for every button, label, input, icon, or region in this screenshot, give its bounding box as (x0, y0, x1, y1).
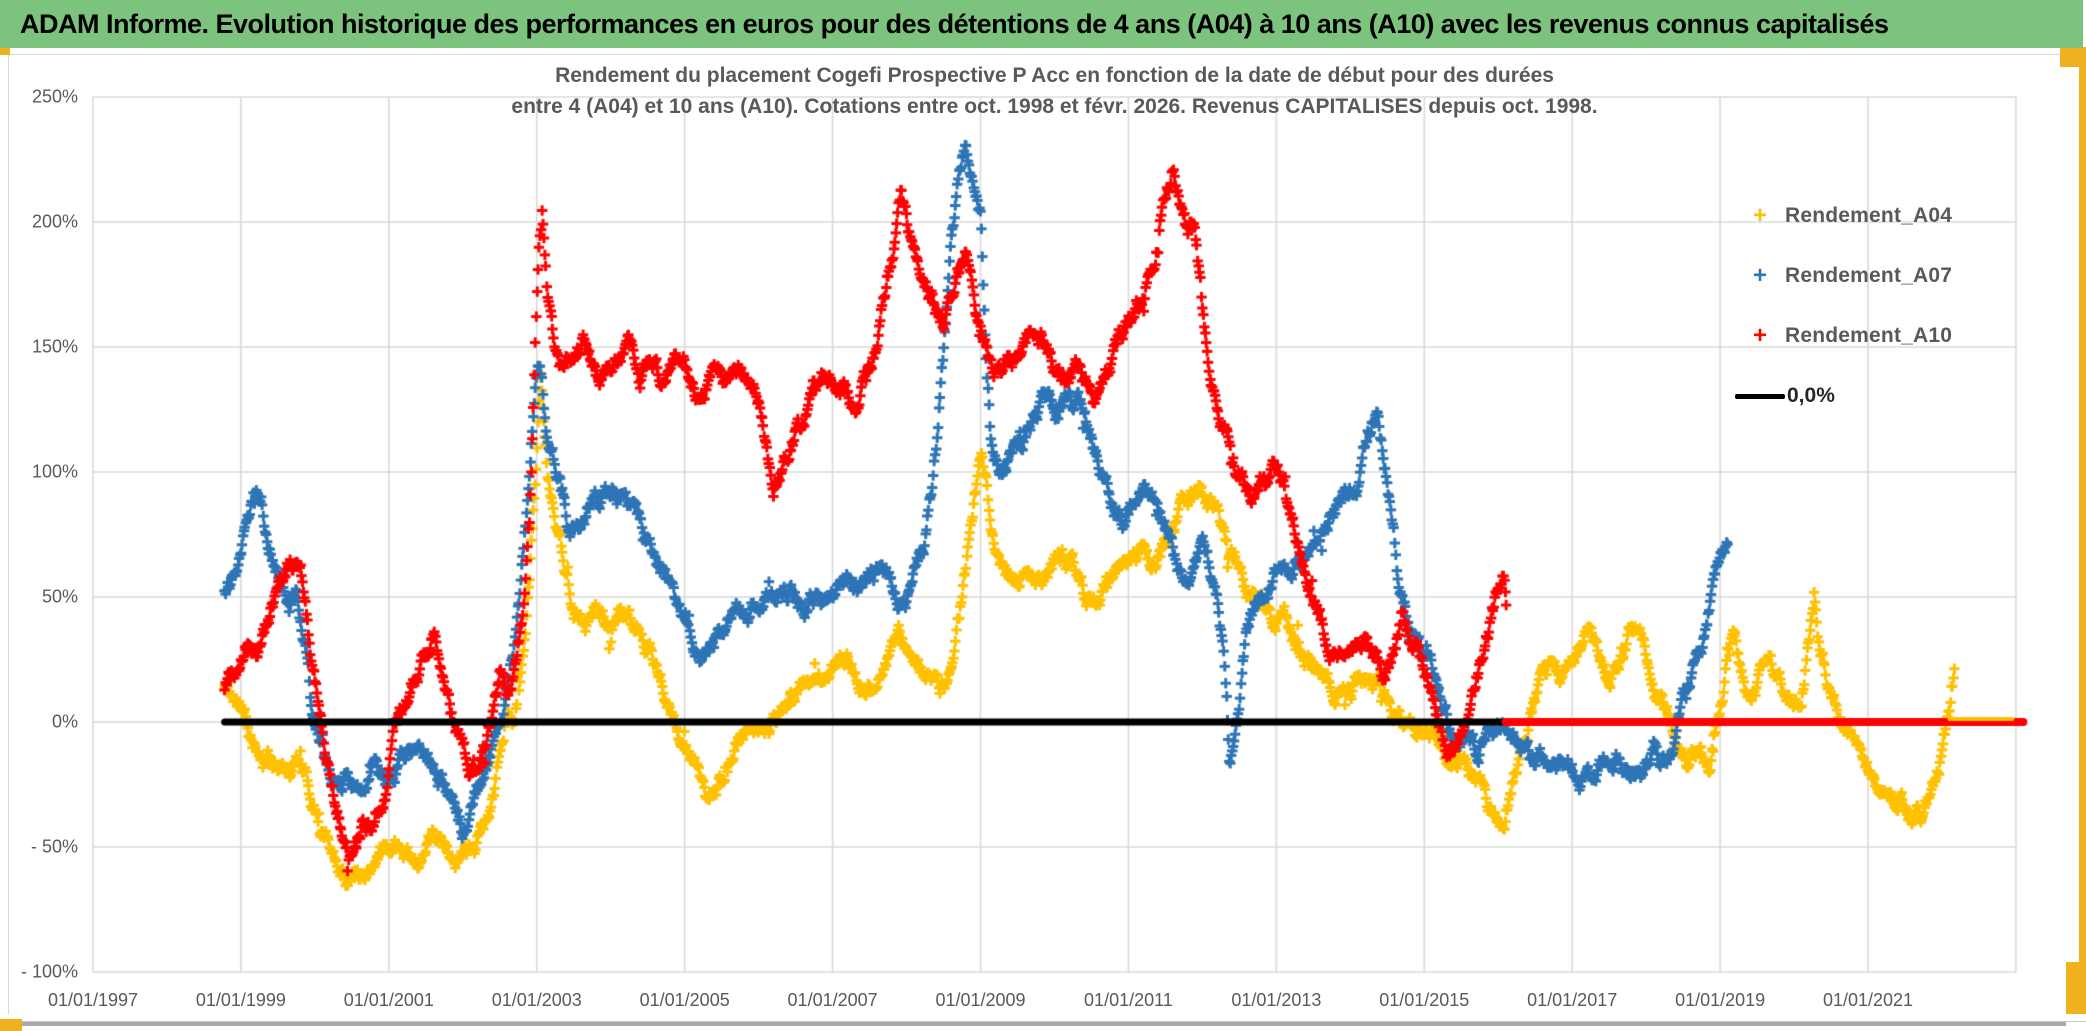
legend-item-rendement-a10[interactable]: + Rendement_A10 (1735, 306, 1952, 366)
chart-title-line2: entre 4 (A04) et 10 ans (A10). Cotations… (511, 95, 1598, 118)
legend-item-rendement-a07[interactable]: + Rendement_A07 (1735, 246, 1952, 306)
x-axis-tick-label: 01/01/2005 (639, 990, 730, 1010)
bottom-status-strip (0, 1014, 2086, 1031)
window-title-bar: ADAM Informe. Evolution historique des p… (0, 0, 2083, 48)
left-accent-notch (0, 47, 10, 55)
x-axis-tick-label: 01/01/2001 (343, 990, 434, 1010)
plus-marker-icon: + (1752, 262, 1767, 289)
bottom-left-accent (0, 1019, 22, 1031)
page-title: ADAM Informe. Evolution historique des p… (20, 8, 1889, 39)
right-accent-strip (2079, 47, 2086, 1025)
x-axis-tick-label: 01/01/1997 (47, 990, 139, 1010)
x-axis-tick-label: 01/01/2011 (1084, 990, 1173, 1010)
zero-line-swatch-icon (1735, 393, 1785, 399)
bottom-right-accent (2066, 962, 2086, 1024)
x-axis-tick-label: 01/01/2021 (1822, 990, 1914, 1010)
x-axis-tick-label: 01/01/1999 (195, 990, 286, 1010)
x-axis-tick-label: 01/01/2007 (787, 990, 878, 1010)
x-axis-tick-label: 01/01/2013 (1231, 990, 1322, 1010)
plus-marker-icon: + (1752, 202, 1767, 229)
legend-label: 0,0% (1787, 384, 1835, 407)
y-axis-tick-label: 150% (31, 336, 78, 357)
y-axis-tick-label: 50% (41, 586, 78, 607)
x-axis-tick-label: 01/01/2015 (1379, 990, 1470, 1010)
bottom-divider (0, 1021, 2086, 1022)
plus-marker-icon: + (1752, 322, 1767, 349)
x-axis-tick-label: 01/01/2019 (1675, 990, 1766, 1010)
y-axis-tick-label: 0% (51, 711, 78, 732)
y-axis-tick-label: 100% (31, 461, 78, 482)
y-axis-tick-label: 200% (31, 211, 78, 232)
y-axis-tick-label: - 50% (30, 836, 78, 857)
y-axis-tick-label: - 100% (20, 961, 78, 982)
x-axis-tick-label: 01/01/2009 (935, 990, 1026, 1010)
x-axis-tick-label: 01/01/2003 (491, 990, 582, 1010)
chart-legend[interactable]: + Rendement_A04 + Rendement_A07 + Rendem… (1735, 186, 1952, 426)
y-axis-tick-label: 250% (31, 86, 78, 107)
x-axis-tick-label: 01/01/2017 (1527, 990, 1618, 1010)
chart-title-line1: Rendement du placement Cogefi Prospectiv… (555, 64, 1554, 87)
legend-label: Rendement_A10 (1785, 324, 1953, 347)
bottom-shadow-line (22, 1022, 2066, 1026)
chart-title: Rendement du placement Cogefi Prospectiv… (93, 60, 2016, 122)
legend-label: Rendement_A07 (1785, 264, 1953, 287)
legend-label: Rendement_A04 (1785, 204, 1953, 227)
legend-item-zero-line[interactable]: 0,0% (1735, 366, 1952, 426)
legend-item-rendement-a04[interactable]: + Rendement_A04 (1735, 186, 1952, 246)
